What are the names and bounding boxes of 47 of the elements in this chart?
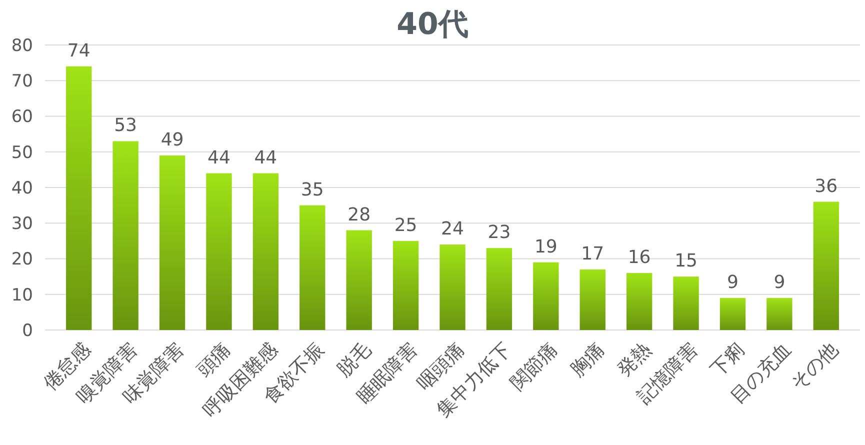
data-label: 15 — [674, 250, 698, 272]
x-tick-label: 関節痛 — [506, 338, 562, 395]
data-label: 53 — [114, 115, 138, 136]
y-tick-label: 70 — [11, 72, 33, 92]
bar — [580, 269, 606, 330]
bar — [626, 273, 652, 330]
bar — [486, 248, 512, 330]
x-tick-label: 下痢 — [706, 338, 749, 382]
bar — [673, 276, 699, 330]
bar — [440, 244, 466, 330]
bar — [392, 240, 419, 330]
data-label: 23 — [488, 222, 511, 244]
data-label: 49 — [160, 129, 184, 150]
bar — [813, 202, 839, 330]
y-tick-label: 80 — [11, 36, 33, 56]
bar — [300, 205, 326, 330]
data-label: 19 — [534, 236, 558, 258]
bar — [112, 141, 138, 330]
data-label: 9 — [727, 272, 738, 293]
bar — [533, 262, 559, 330]
y-tick-label: 60 — [11, 107, 33, 128]
y-tick-label: 40 — [11, 178, 33, 198]
data-label: 24 — [441, 218, 464, 240]
data-label: 74 — [67, 40, 90, 62]
x-tick-label: 胸痛 — [566, 338, 609, 382]
data-label: 44 — [254, 147, 278, 168]
bar — [346, 230, 372, 330]
bar — [206, 173, 232, 330]
data-label: 36 — [814, 176, 838, 197]
y-tick-label: 30 — [11, 214, 33, 234]
bar — [720, 298, 746, 330]
data-label: 16 — [628, 247, 651, 268]
data-label: 44 — [208, 147, 230, 168]
y-tick-label: 10 — [11, 285, 33, 306]
y-tick-label: 50 — [11, 142, 33, 163]
data-label: 17 — [581, 243, 604, 264]
data-label: 35 — [300, 179, 324, 200]
bar — [252, 173, 279, 330]
data-label: 28 — [348, 204, 371, 226]
y-tick-label: 0 — [22, 320, 33, 341]
data-label: 25 — [394, 214, 418, 236]
y-tick-label: 20 — [11, 250, 33, 270]
bar — [66, 66, 92, 330]
bar — [159, 155, 186, 330]
data-label: 9 — [774, 272, 786, 293]
chart-title: 40代 — [396, 7, 468, 42]
bar — [766, 298, 792, 330]
